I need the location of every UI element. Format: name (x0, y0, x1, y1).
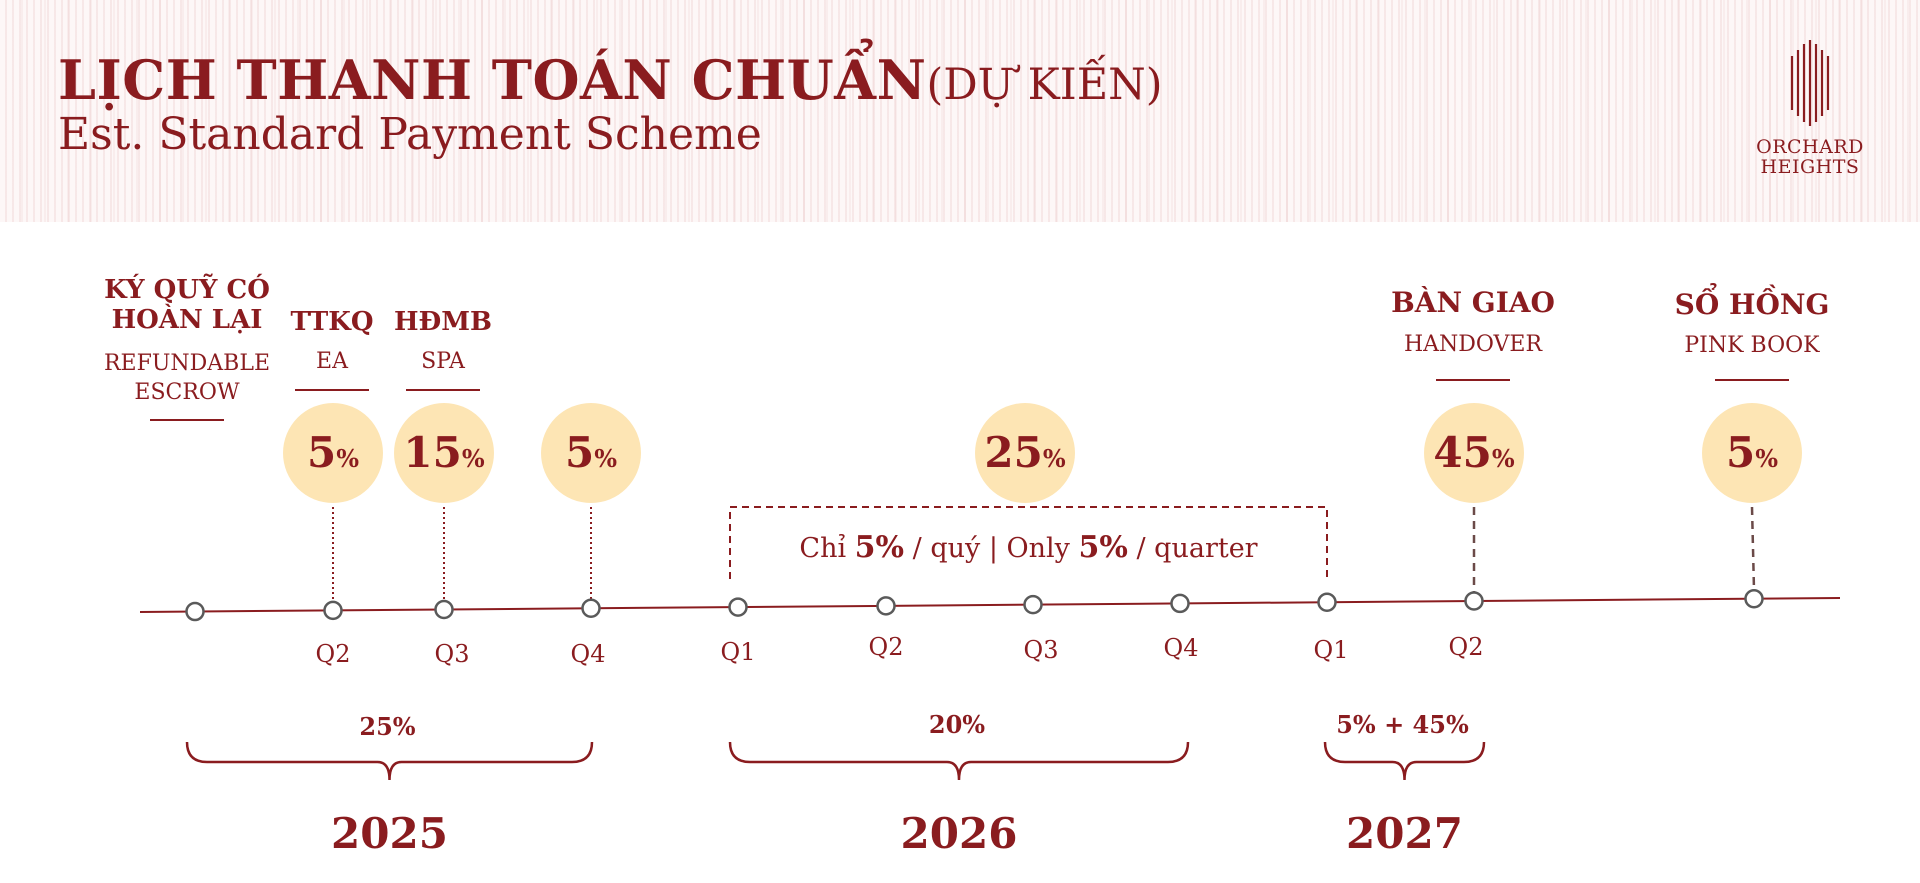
brand-name: ORCHARD HEIGHTS (1740, 137, 1880, 177)
payment-percent-label: 5% (307, 428, 359, 477)
timeline-node (1170, 593, 1190, 614)
milestone-subtitle-escrow: ESCROW (134, 380, 240, 405)
quarter-label: Q2 (869, 633, 904, 661)
timeline-node (1464, 591, 1484, 611)
payment-percent-label: 15% (403, 428, 484, 477)
payment-percent-label: 45% (1433, 428, 1514, 477)
timeline-node (1744, 588, 1764, 609)
dashed-connector (1750, 506, 1756, 590)
timeline-node (1023, 594, 1043, 615)
payment-percent-label: 5% (1726, 428, 1778, 477)
quarterly-note: Chỉ 5% / quý | Only 5% / quarter (799, 530, 1257, 565)
milestone-title-ea: TTKQ (290, 307, 373, 337)
page-title: LỊCH THANH TOÁN CHUẨN(DỰ KIẾN) (58, 45, 1163, 115)
milestone-subtitle-escrow: REFUNDABLE (104, 351, 270, 376)
timeline-node (728, 597, 748, 617)
payment-bubble (1424, 403, 1524, 503)
milestone-subtitle-spa: SPA (421, 349, 466, 374)
timeline-node (581, 598, 601, 619)
year-total-label: 20% (929, 710, 985, 739)
header-band (0, 0, 1920, 222)
quarter-label: Q2 (316, 640, 351, 668)
milestone-title-spa: HĐMB (394, 307, 492, 337)
timeline-node (323, 600, 343, 621)
payment-bubble (975, 403, 1075, 503)
payment-bubble (394, 403, 494, 503)
title-suffix: (DỰ KIẾN) (926, 60, 1163, 110)
timeline-node (876, 596, 896, 616)
timeline-node (1317, 592, 1337, 612)
milestone-title-escrow: KÝ QUỸ CÓ (104, 273, 270, 305)
milestone-subtitle-pinkbook: PINK BOOK (1684, 333, 1820, 358)
milestone-subtitle-handover: HANDOVER (1404, 332, 1544, 357)
payment-bubble (283, 403, 383, 503)
year-label: 2025 (331, 809, 448, 858)
year-brace (1323, 741, 1486, 781)
timeline-node (185, 601, 205, 622)
year-brace (185, 741, 594, 781)
quarterly-bracket-dashed (729, 506, 1328, 579)
year-label: 2026 (901, 809, 1018, 858)
timeline-axis (139, 597, 1841, 613)
payment-percent-label: 5% (565, 428, 617, 477)
brand-line-2: HEIGHTS (1760, 156, 1860, 178)
title-main: LỊCH THANH TOÁN CHUẨN (58, 48, 927, 112)
year-total-label: 25% (359, 712, 415, 741)
page-subtitle: Est. Standard Payment Scheme (58, 109, 762, 160)
milestone-title-escrow: HOÀN LẠI (112, 303, 263, 335)
title-block: LỊCH THANH TOÁN CHUẨN(DỰ KIẾN) Est. Stan… (58, 45, 1163, 161)
milestone-title-handover: BÀN GIAO (1391, 286, 1555, 319)
quarter-label: Q2 (1449, 633, 1484, 661)
year-total-label: 5% + 45% (1336, 710, 1469, 739)
year-label: 2027 (1346, 809, 1463, 858)
milestone-title-pinkbook: SỔ HỒNG (1675, 282, 1830, 321)
quarter-label: Q1 (1314, 636, 1349, 664)
quarter-label: Q4 (571, 640, 606, 668)
payment-percent-label: 25% (984, 428, 1065, 477)
payment-bubble (541, 403, 641, 503)
quarter-label: Q1 (721, 638, 756, 666)
orchard-heights-logo-icon (1790, 40, 1830, 126)
payment-bubble (1702, 403, 1802, 503)
timeline-node (434, 599, 454, 620)
quarter-label: Q4 (1164, 634, 1199, 662)
year-brace (728, 741, 1190, 781)
quarter-label: Q3 (1024, 636, 1059, 664)
brand-line-1: ORCHARD (1756, 136, 1864, 158)
brand-logo: ORCHARD HEIGHTS (1740, 36, 1880, 177)
milestone-subtitle-ea: EA (316, 349, 349, 374)
quarter-label: Q3 (435, 640, 470, 668)
